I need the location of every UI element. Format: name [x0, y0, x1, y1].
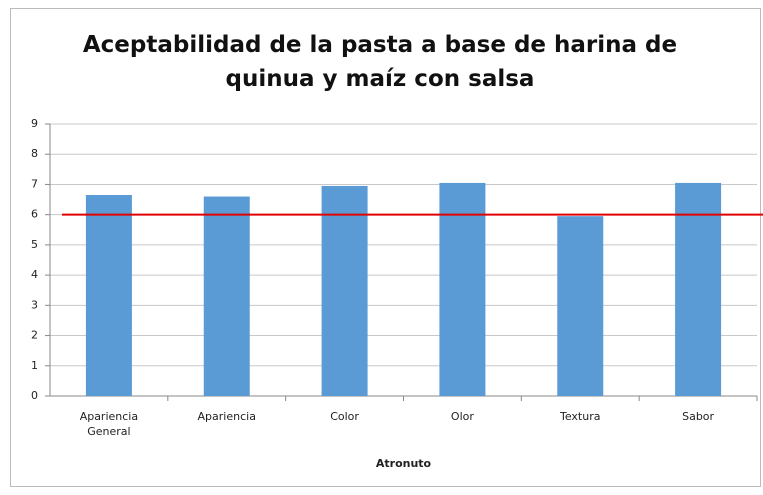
x-tick-label: Color — [330, 410, 359, 423]
x-tick-label: Apariencia — [197, 410, 256, 423]
bar — [675, 182, 722, 396]
y-tick-label: 0 — [31, 389, 38, 402]
y-tick-label: 7 — [31, 177, 38, 190]
chart-border — [10, 8, 761, 487]
bar — [85, 195, 132, 396]
x-tick-label: Sabor — [682, 410, 715, 423]
x-tick-label: Apariencia General — [79, 410, 139, 438]
y-tick-label: 1 — [31, 359, 38, 372]
bar — [439, 182, 486, 396]
bar — [557, 216, 604, 396]
y-tick-label: 3 — [31, 298, 38, 311]
chart-title: Aceptabilidad de la pasta a base de hari… — [82, 32, 678, 92]
bar — [203, 196, 250, 396]
y-tick-label: 6 — [31, 208, 38, 221]
x-tick-label: Olor — [450, 410, 474, 423]
bar — [321, 185, 368, 396]
x-tick-label: Textura — [560, 410, 601, 423]
y-tick-label: 2 — [31, 329, 38, 342]
y-tick-label: 5 — [31, 238, 38, 251]
y-tick-label: 8 — [31, 147, 38, 160]
y-tick-label: 4 — [31, 268, 38, 281]
y-tick-label: 9 — [31, 117, 38, 130]
x-axis-label: Atronuto — [375, 457, 432, 470]
